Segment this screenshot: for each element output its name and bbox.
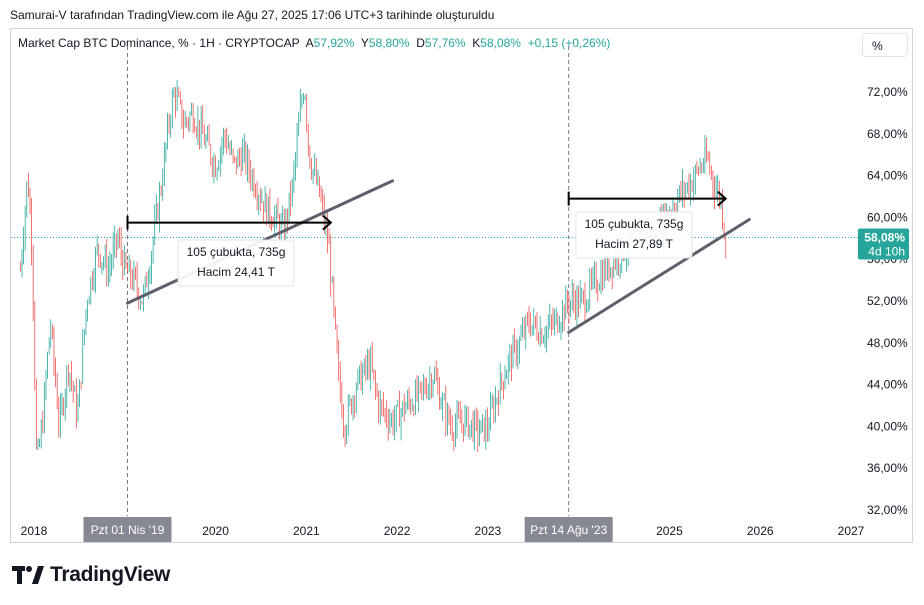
- high-value: 58,80%: [368, 36, 410, 50]
- symbol-label[interactable]: Market Cap BTC Dominance, % · 1H · CRYPT…: [18, 36, 300, 50]
- x-tick-label: 2023: [475, 524, 502, 538]
- chart-frame: [10, 28, 913, 543]
- measure-info-bars: 105 çubukta, 735g: [187, 245, 286, 259]
- measure-ruler-arrow: [322, 214, 333, 231]
- change-value: +0,15 (+0,26%): [527, 36, 611, 50]
- price-tag-value: 58,08%: [864, 230, 905, 244]
- symbol-legend: Market Cap BTC Dominance, % · 1H · CRYPT…: [18, 36, 610, 50]
- y-tick-label: 68,00%: [867, 127, 908, 141]
- measure-ruler-arrow: [717, 190, 728, 207]
- price-tag-countdown: 4d 10h: [868, 244, 905, 258]
- percent-scale-button[interactable]: %: [862, 33, 908, 57]
- x-tick-label: 2018: [21, 524, 48, 538]
- x-tick-label: 2027: [838, 524, 865, 538]
- measure-info-volume: Hacim 24,41 T: [197, 265, 275, 279]
- open-label: A: [305, 36, 314, 50]
- low-label: D: [416, 36, 425, 50]
- date-badge-label: Pzt 14 Ağu '23: [530, 523, 607, 537]
- x-tick-label: 2025: [656, 524, 683, 538]
- y-tick-label: 52,00%: [867, 294, 908, 308]
- measure-info-volume: Hacim 27,89 T: [595, 237, 673, 251]
- price-tag: [858, 228, 909, 260]
- tradingview-logo[interactable]: TradingView: [12, 562, 170, 588]
- close-label: K: [472, 36, 481, 50]
- measure-info-bars: 105 çubukta, 735g: [585, 217, 684, 231]
- high-label: Y: [360, 36, 369, 50]
- y-tick-label: 40,00%: [867, 419, 908, 433]
- y-tick-label: 44,00%: [867, 378, 908, 392]
- date-badge: [524, 517, 613, 542]
- low-value: 57,76%: [424, 36, 466, 50]
- measure-info-box: [177, 239, 295, 287]
- y-tick-label: 36,00%: [867, 461, 908, 475]
- measure-info-box: [575, 211, 693, 259]
- tradingview-wordmark: TradingView: [50, 563, 171, 586]
- price-chart[interactable]: 72,00%68,00%64,00%60,00%56,00%52,00%48,0…: [0, 0, 924, 560]
- x-tick-label: 2020: [202, 524, 229, 538]
- close-value: 58,08%: [480, 36, 521, 50]
- date-badge-label: Pzt 01 Nis '19: [91, 523, 165, 537]
- tradingview-logo-icon: [12, 566, 44, 584]
- chart-caption: Samurai-V tarafından TradingView.com ile…: [10, 8, 495, 22]
- y-tick-label: 60,00%: [867, 210, 908, 224]
- x-tick-label: 2022: [384, 524, 411, 538]
- trend-line: [567, 217, 751, 334]
- date-badge: [83, 517, 172, 542]
- open-value: 57,92%: [313, 36, 355, 50]
- y-tick-label: 64,00%: [867, 169, 908, 183]
- y-tick-label: 72,00%: [867, 85, 908, 99]
- y-tick-label: 48,00%: [867, 336, 908, 350]
- x-tick-label: 2021: [293, 524, 320, 538]
- x-tick-label: 2026: [747, 524, 774, 538]
- y-tick-label: 32,00%: [867, 503, 908, 517]
